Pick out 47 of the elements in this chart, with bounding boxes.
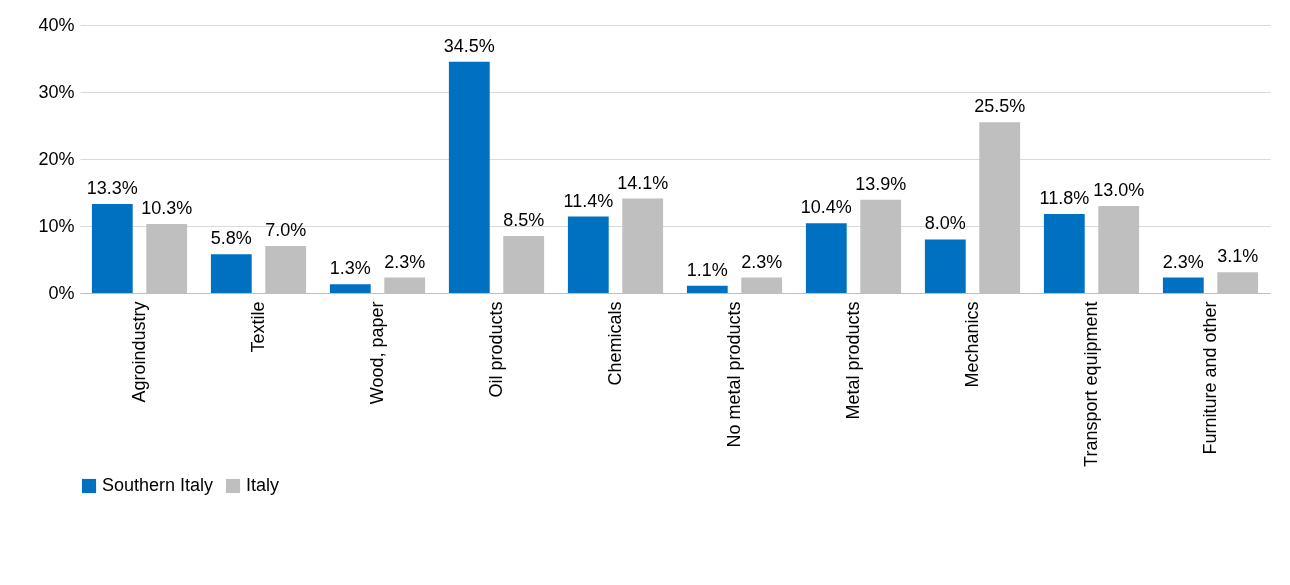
- data-label: 10.4%: [800, 197, 852, 218]
- data-label: 34.5%: [443, 35, 495, 56]
- data-label: 10.3%: [141, 197, 193, 218]
- bar: [210, 254, 252, 293]
- bar: [1162, 277, 1204, 293]
- y-tick-label: 10%: [38, 215, 75, 236]
- data-label: 3.1%: [1217, 246, 1259, 267]
- data-label: 25.5%: [974, 96, 1026, 117]
- data-label: 11.8%: [1039, 187, 1090, 208]
- x-tick-label: Furniture and other: [1199, 301, 1220, 455]
- bar: [1043, 213, 1085, 293]
- data-label: 5.8%: [210, 228, 252, 249]
- data-label: 2.3%: [1162, 251, 1204, 272]
- data-label: 2.3%: [741, 251, 783, 272]
- y-tick-label: 40%: [38, 14, 75, 35]
- data-label: 1.3%: [329, 258, 371, 279]
- y-tick-label: 30%: [38, 81, 75, 102]
- x-tick-label: Chemicals: [604, 301, 625, 386]
- x-tick-label: Oil products: [485, 301, 506, 398]
- bar: [448, 61, 490, 293]
- bar: [329, 284, 371, 293]
- bar: [805, 223, 847, 293]
- x-tick-label: Agroindustry: [128, 301, 149, 403]
- legend-label: Italy: [246, 475, 280, 495]
- data-label: 2.3%: [384, 251, 426, 272]
- x-tick-label: Textile: [247, 301, 268, 353]
- bar: [91, 203, 133, 293]
- x-tick-label: Metal products: [842, 301, 863, 420]
- data-label: 8.5%: [503, 210, 545, 231]
- x-tick-label: Mechanics: [961, 301, 982, 388]
- data-label: 14.1%: [617, 172, 669, 193]
- legend-label: Southern Italy: [102, 475, 214, 495]
- x-tick-label: Transport equipment: [1080, 301, 1101, 467]
- bar: [924, 239, 966, 293]
- data-label: 13.3%: [86, 177, 138, 198]
- y-tick-label: 0%: [48, 282, 75, 303]
- data-label: 13.0%: [1093, 179, 1145, 200]
- x-tick-label: Wood, paper: [366, 301, 387, 405]
- data-label: 13.9%: [855, 173, 907, 194]
- y-tick-label: 20%: [38, 148, 75, 169]
- bar: [567, 216, 609, 293]
- data-label: 7.0%: [265, 220, 307, 241]
- data-label: 8.0%: [924, 213, 966, 234]
- bar: [686, 285, 728, 293]
- data-label: 1.1%: [686, 259, 728, 280]
- x-tick-label: No metal products: [723, 301, 744, 448]
- data-label: 11.4%: [563, 190, 614, 211]
